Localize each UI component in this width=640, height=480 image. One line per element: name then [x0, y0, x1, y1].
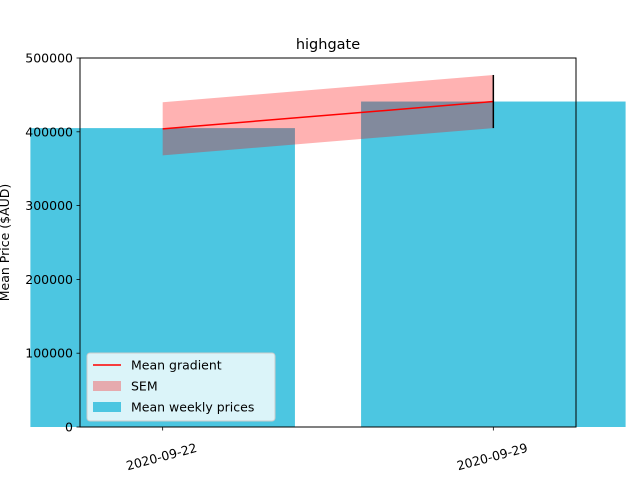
y-tick-label: 200000: [25, 272, 73, 287]
legend-swatch-sem: [93, 381, 121, 391]
y-tick-label: 400000: [25, 124, 73, 139]
y-axis: 0 100000 200000 300000 400000 500000: [25, 51, 80, 435]
legend-label: SEM: [131, 379, 158, 394]
bar-2020-09-29: [361, 101, 626, 428]
y-axis-label: Mean Price ($AUD): [0, 184, 12, 302]
y-tick-label: 100000: [25, 346, 73, 361]
legend-label: Mean gradient: [131, 358, 222, 373]
y-tick-label: 0: [65, 420, 73, 435]
legend: Mean gradient SEM Mean weekly prices: [86, 352, 276, 422]
legend-swatch-mean-weekly-prices: [93, 402, 121, 412]
legend-box: [86, 352, 276, 422]
legend-label: Mean weekly prices: [131, 400, 254, 415]
plot-area: [30, 74, 626, 428]
mean-gradient-line: [162, 100, 494, 130]
y-tick-label: 500000: [25, 51, 73, 66]
chart-title: highgate: [296, 37, 360, 53]
axes-frame: [79, 57, 577, 428]
y-tick-label: 300000: [25, 198, 73, 213]
